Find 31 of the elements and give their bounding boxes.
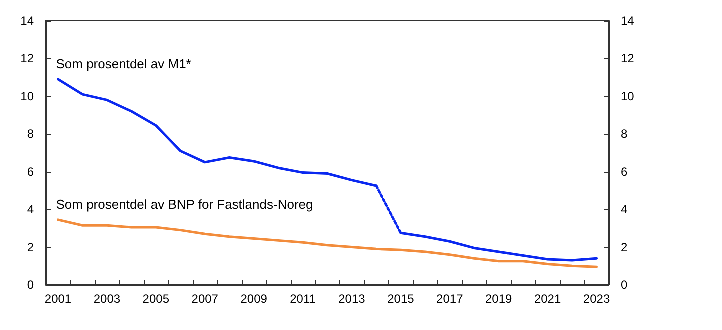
y-tick-label: 6 bbox=[27, 164, 34, 179]
series-label: Som prosentdel av BNP for Fastlands-Noreg bbox=[56, 196, 314, 212]
x-tick-label: 2001 bbox=[44, 292, 72, 306]
y2-tick-label: 14 bbox=[621, 14, 635, 28]
y-tick-label: 2 bbox=[27, 240, 34, 254]
y2-tick-label: 2 bbox=[621, 240, 628, 254]
x-tick-label: 2023 bbox=[583, 292, 610, 306]
x-tick-label: 2009 bbox=[240, 292, 268, 306]
y2-tick-label: 8 bbox=[621, 127, 628, 142]
y2-tick-label: 12 bbox=[621, 52, 635, 66]
y-tick-label: 0 bbox=[27, 278, 34, 292]
line-series bbox=[56, 218, 598, 268]
y-tick-label: 12 bbox=[20, 52, 34, 66]
y2-tick-label: 6 bbox=[621, 164, 628, 179]
x-tick-label: 2019 bbox=[485, 292, 513, 306]
y-tick-label: 8 bbox=[27, 127, 34, 142]
x-tick-label: 2011 bbox=[290, 292, 316, 306]
y2-tick-label: 4 bbox=[621, 202, 628, 217]
y-tick-label: 4 bbox=[27, 202, 34, 217]
series-label: Som prosentdel av M1* bbox=[56, 56, 192, 72]
y2-tick-label: 10 bbox=[621, 89, 635, 104]
x-tick-label: 2015 bbox=[388, 292, 415, 306]
y-tick-label: 14 bbox=[20, 14, 34, 28]
x-tick-label: 2007 bbox=[192, 292, 219, 306]
x-tick-label: 2021 bbox=[534, 292, 562, 306]
x-tick-label: 2017 bbox=[436, 292, 464, 306]
y-tick-label: 10 bbox=[20, 89, 34, 104]
x-tick-label: 2003 bbox=[94, 292, 121, 306]
x-tick-label: 2005 bbox=[142, 292, 170, 306]
y2-tick-label: 0 bbox=[621, 278, 628, 292]
x-tick-label: 2013 bbox=[338, 292, 366, 306]
